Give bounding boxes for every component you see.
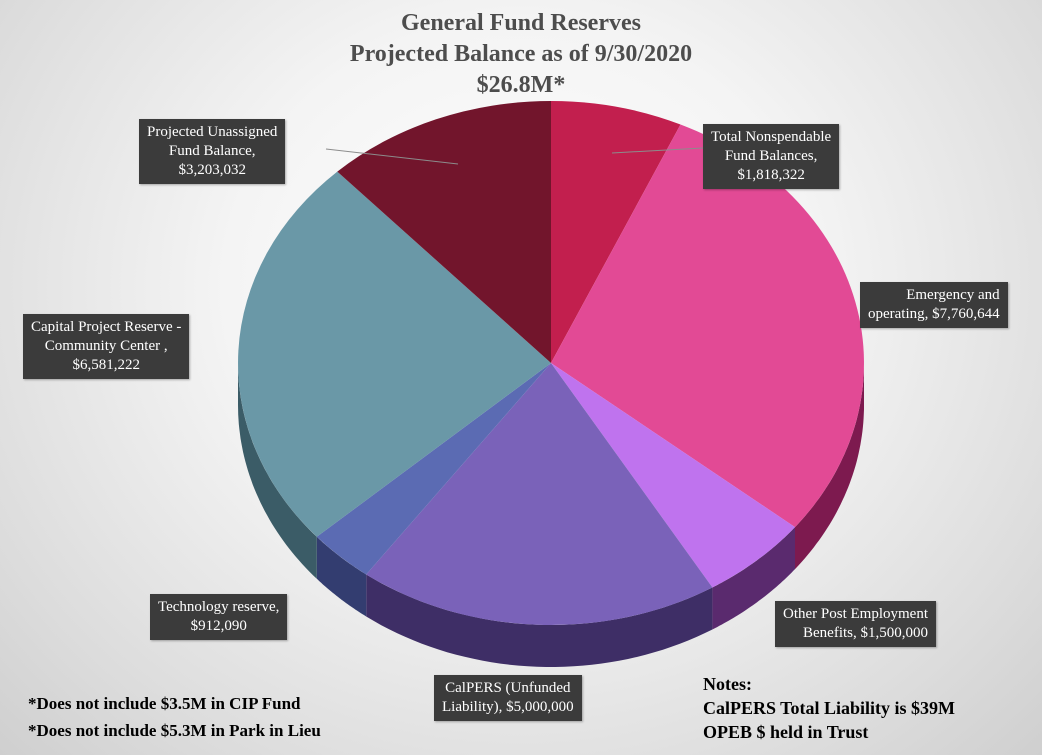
chart-title: General Fund Reserves Projected Balance …: [0, 8, 1042, 101]
label-opeb: Other Post Employment Benefits, $1,500,0…: [775, 601, 936, 647]
label-capital: Capital Project Reserve - Community Cent…: [23, 314, 190, 379]
pie-side-other-post-employment-benefits: [712, 527, 795, 630]
title-line-3: $26.8M*: [476, 72, 566, 98]
pie-slice-calpers-unfunded-liability: [366, 363, 713, 626]
footnote-2: *Does not include $5.3M in Park in Lieu: [28, 721, 321, 740]
pie-slice-technology-reserve: [316, 363, 551, 575]
label-unassigned-line-1: Projected Unassigned: [147, 124, 278, 140]
title-line-1: General Fund Reserves: [401, 10, 641, 36]
label-calpers: CalPERS (Unfunded Liability), $5,000,000: [434, 675, 582, 721]
label-unassigned-line-2: Fund Balance,: [168, 143, 256, 159]
title-line-2: Projected Balance as of 9/30/2020: [349, 41, 693, 67]
label-emergency-line-1: Emergency and: [906, 287, 1000, 303]
label-emergency: Emergency and operating, $7,760,644: [860, 282, 1008, 328]
label-calpers-line-2: Liability), $5,000,000: [442, 699, 574, 715]
leader-line-nonspendable: [611, 147, 704, 154]
label-nonspendable-line-2: Fund Balances,: [724, 148, 818, 164]
notes-heading: Notes:: [703, 674, 752, 694]
label-nonspendable-line-1: Total Nonspendable: [711, 129, 832, 145]
label-nonspendable-line-3: $1,818,322: [737, 167, 805, 183]
pie-slice-projected-unassigned-fund-balance: [337, 101, 551, 363]
label-nonspendable: Total Nonspendable Fund Balances, $1,818…: [703, 124, 840, 189]
pie-slice-emergency-and-operating: [551, 124, 864, 528]
pie-side-technology-reserve: [316, 536, 367, 617]
pie-slice-total-nonspendable-fund-balances: [551, 101, 681, 363]
pie-slice-capital-project-reserve-community-center: [238, 171, 552, 537]
pie-side-calpers-unfunded-liability: [366, 574, 713, 667]
leader-line-unassigned: [325, 148, 459, 165]
pie-side-emergency-and-operating: [795, 363, 864, 570]
label-unassigned: Projected Unassigned Fund Balance, $3,20…: [139, 119, 286, 184]
label-opeb-line-2: Benefits, $1,500,000: [803, 625, 928, 641]
notes-line-2: OPEB $ held in Trust: [703, 722, 869, 742]
label-unassigned-line-3: $3,203,032: [178, 162, 246, 178]
label-technology-line-2: $912,090: [190, 618, 247, 634]
footnotes: *Does not include $3.5M in CIP Fund *Doe…: [28, 690, 321, 744]
label-calpers-line-1: CalPERS (Unfunded: [445, 680, 571, 696]
notes-line-1: CalPERS Total Liability is $39M: [703, 698, 956, 718]
label-capital-line-3: $6,581,222: [72, 357, 140, 373]
footnote-1: *Does not include $3.5M in CIP Fund: [28, 694, 301, 713]
pie-side-capital-project-reserve-community-center: [238, 363, 317, 579]
notes: Notes: CalPERS Total Liability is $39M O…: [703, 672, 955, 744]
label-opeb-line-1: Other Post Employment: [783, 606, 928, 622]
label-technology-line-1: Technology reserve,: [158, 599, 280, 615]
label-capital-line-1: Capital Project Reserve -: [31, 319, 182, 335]
label-emergency-line-2: operating, $7,760,644: [868, 306, 1000, 322]
label-capital-line-2: Community Center ,: [44, 338, 168, 354]
label-technology: Technology reserve, $912,090: [150, 594, 288, 640]
pie-slice-other-post-employment-benefits: [551, 363, 795, 588]
